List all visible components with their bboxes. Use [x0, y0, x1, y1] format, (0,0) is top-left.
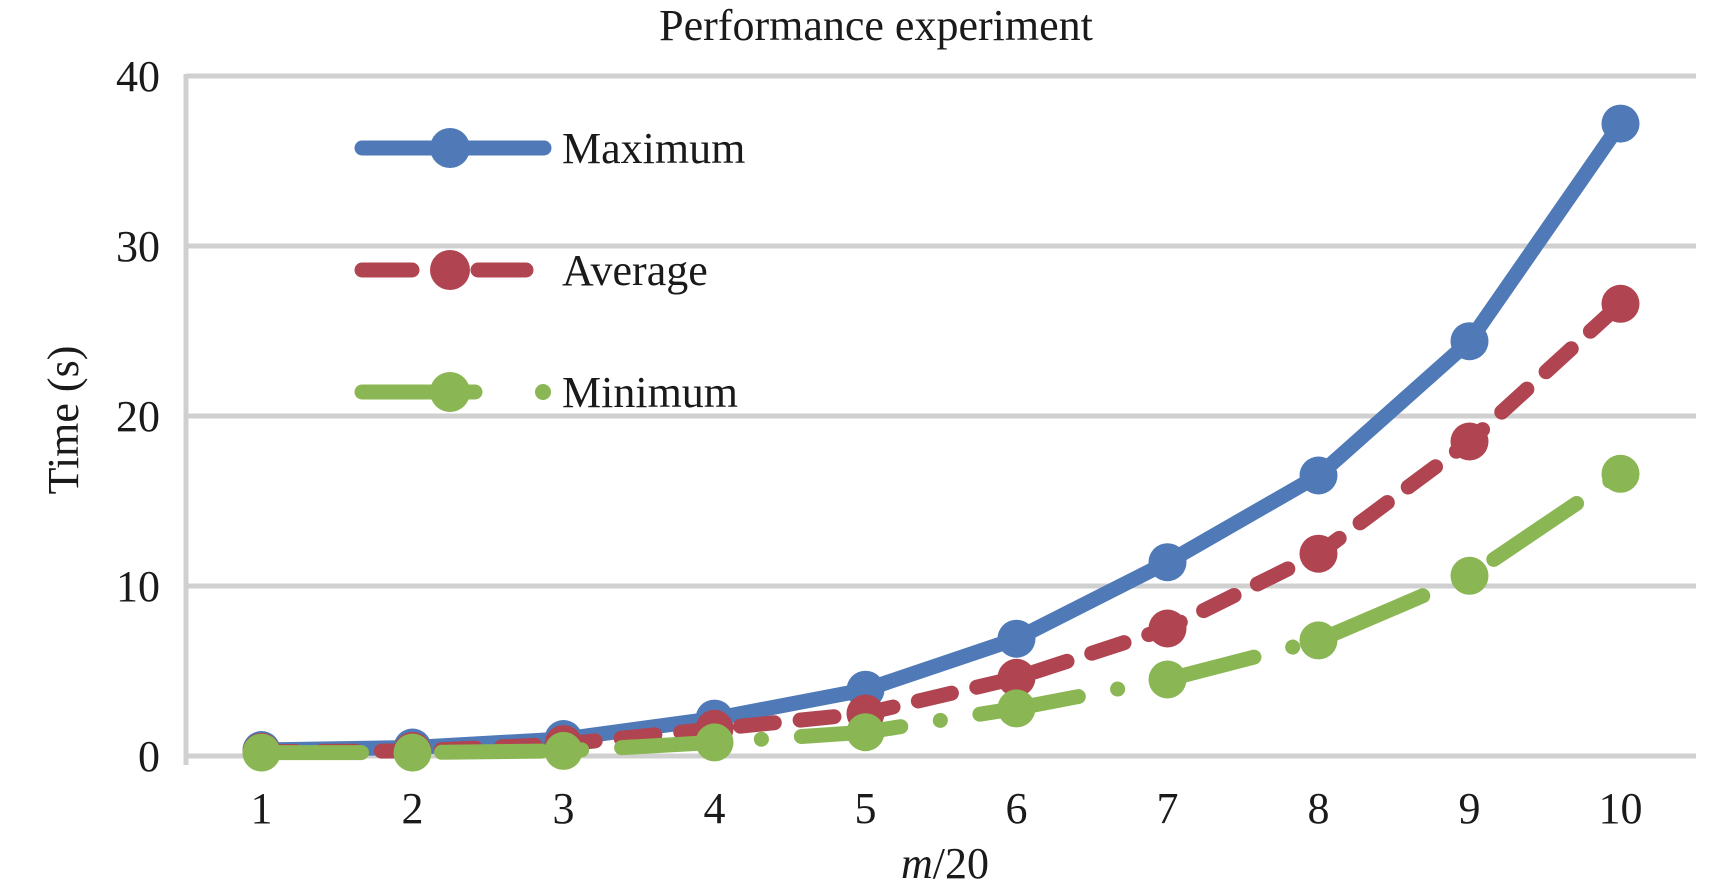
data-point-average — [1450, 422, 1489, 461]
x-tick-label: 4 — [704, 784, 726, 833]
data-point-maximum — [1601, 104, 1640, 143]
data-point-minimum — [695, 723, 734, 762]
x-tick-label: 7 — [1157, 784, 1179, 833]
x-tick-label: 3 — [553, 784, 575, 833]
y-tick-label: 10 — [116, 562, 160, 611]
series-average — [242, 284, 1640, 771]
gridlines — [186, 73, 1696, 759]
legend-marker — [430, 128, 470, 168]
y-tick-labels: 0 10 20 30 40 — [116, 52, 160, 781]
y-axis-label: Time (s) — [39, 346, 88, 495]
x-tick-label: 9 — [1459, 784, 1481, 833]
y-tick-label: 30 — [116, 222, 160, 271]
legend-dot — [535, 384, 551, 400]
series-minimum — [242, 454, 1640, 772]
chart-title: Performance experiment — [659, 1, 1093, 50]
series-layer — [242, 104, 1640, 772]
legend-label: Average — [562, 246, 708, 295]
data-point-minimum — [1148, 660, 1187, 699]
legend: Maximum Average Minimum — [354, 124, 745, 417]
data-point-minimum — [1299, 621, 1338, 660]
series-line-average — [254, 296, 1628, 760]
legend-marker — [430, 372, 470, 412]
y-tick-label: 40 — [116, 52, 160, 101]
series-maximum — [242, 104, 1640, 770]
data-point-average — [997, 658, 1036, 697]
data-point-minimum — [1601, 454, 1640, 493]
series-line-maximum — [254, 116, 1628, 758]
x-tick-label: 8 — [1308, 784, 1330, 833]
legend-label: Minimum — [562, 368, 738, 417]
x-tick-label: 10 — [1599, 784, 1643, 833]
data-point-minimum — [544, 731, 583, 770]
legend-label: Maximum — [562, 124, 745, 173]
legend-item-maximum: Maximum — [354, 124, 745, 173]
data-point-minimum — [1450, 556, 1489, 595]
data-point-minimum — [846, 713, 885, 752]
x-tick-label: 5 — [855, 784, 877, 833]
data-point-average — [1601, 284, 1640, 323]
data-point-maximum — [1148, 543, 1187, 582]
legend-item-minimum: Minimum — [354, 368, 738, 417]
data-point-minimum — [393, 733, 432, 772]
x-axis-label-rest: /20 — [933, 839, 989, 888]
data-point-maximum — [1450, 322, 1489, 361]
data-point-minimum — [242, 733, 281, 772]
data-point-average — [1148, 609, 1187, 648]
x-axis-label: m/20 — [901, 839, 989, 888]
legend-item-average: Average — [354, 246, 708, 295]
data-point-average — [1299, 534, 1338, 573]
x-tick-label: 6 — [1006, 784, 1028, 833]
legend-marker — [430, 250, 470, 290]
x-tick-label: 2 — [402, 784, 424, 833]
data-point-minimum — [997, 689, 1036, 728]
data-point-maximum — [1299, 456, 1338, 495]
x-axis-label-italic: m — [901, 839, 933, 888]
y-tick-label: 0 — [138, 732, 160, 781]
x-tick-labels: 1 2 3 4 5 6 7 8 9 10 — [251, 784, 1643, 833]
data-point-maximum — [997, 619, 1036, 658]
y-tick-label: 20 — [116, 392, 160, 441]
x-tick-label: 1 — [251, 784, 273, 833]
series-line-minimum — [254, 466, 1628, 761]
